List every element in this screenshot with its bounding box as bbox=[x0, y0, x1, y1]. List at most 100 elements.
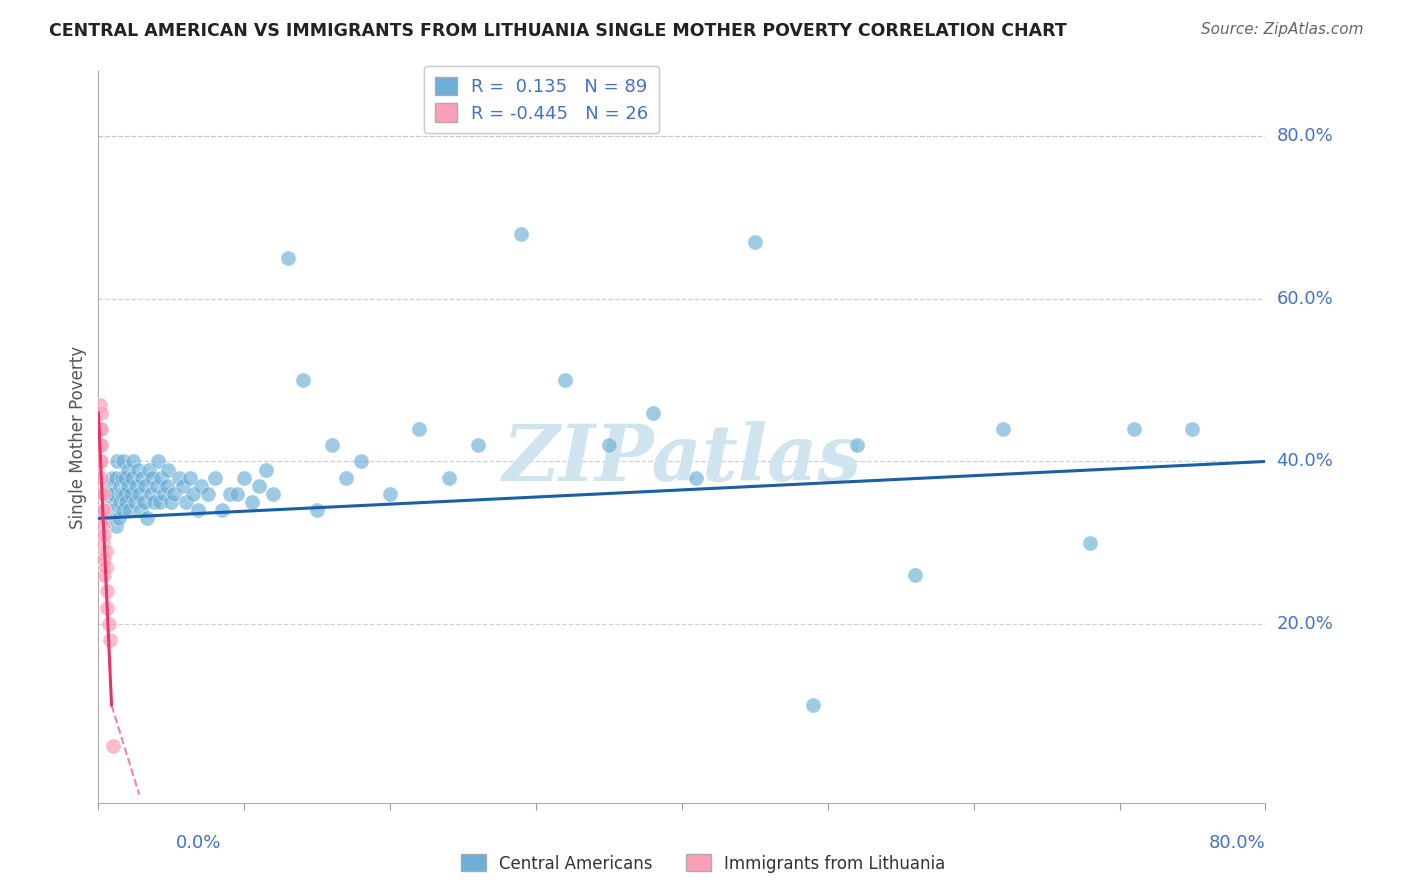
Point bbox=[132, 495, 155, 509]
Point bbox=[98, 633, 121, 648]
Point bbox=[350, 454, 373, 468]
Point bbox=[98, 495, 121, 509]
Point bbox=[100, 471, 122, 485]
Point bbox=[510, 227, 533, 241]
Point bbox=[254, 462, 277, 476]
Point bbox=[641, 406, 664, 420]
Point bbox=[148, 454, 170, 468]
Point bbox=[101, 487, 124, 501]
Point bbox=[197, 487, 219, 501]
Point bbox=[125, 479, 148, 493]
Point bbox=[307, 503, 329, 517]
Point bbox=[135, 511, 157, 525]
Legend: Central Americans, Immigrants from Lithuania: Central Americans, Immigrants from Lithu… bbox=[454, 847, 952, 880]
Point bbox=[146, 479, 169, 493]
Point bbox=[181, 487, 204, 501]
Point bbox=[120, 487, 142, 501]
Point bbox=[801, 698, 824, 713]
Point bbox=[128, 487, 150, 501]
Point bbox=[129, 503, 152, 517]
Text: 40.0%: 40.0% bbox=[1277, 452, 1333, 470]
Point bbox=[247, 479, 270, 493]
Point bbox=[554, 373, 576, 387]
Point bbox=[156, 479, 179, 493]
Point bbox=[240, 495, 263, 509]
Point bbox=[124, 495, 146, 509]
Text: 80.0%: 80.0% bbox=[1277, 128, 1333, 145]
Point bbox=[90, 438, 112, 452]
Point bbox=[153, 487, 176, 501]
Text: Source: ZipAtlas.com: Source: ZipAtlas.com bbox=[1201, 22, 1364, 37]
Point bbox=[90, 422, 112, 436]
Point bbox=[262, 487, 284, 501]
Point bbox=[110, 479, 132, 493]
Point bbox=[112, 454, 135, 468]
Point bbox=[94, 511, 117, 525]
Point bbox=[89, 454, 111, 468]
Point bbox=[190, 479, 212, 493]
Point bbox=[93, 503, 115, 517]
Text: ZIPatlas: ZIPatlas bbox=[502, 421, 862, 497]
Point bbox=[97, 617, 120, 632]
Point bbox=[89, 422, 111, 436]
Point bbox=[142, 495, 165, 509]
Point bbox=[408, 422, 430, 436]
Point bbox=[94, 560, 117, 574]
Point bbox=[117, 462, 139, 476]
Text: 0.0%: 0.0% bbox=[176, 834, 221, 852]
Text: CENTRAL AMERICAN VS IMMIGRANTS FROM LITHUANIA SINGLE MOTHER POVERTY CORRELATION : CENTRAL AMERICAN VS IMMIGRANTS FROM LITH… bbox=[49, 22, 1067, 40]
Point bbox=[380, 487, 402, 501]
Point bbox=[115, 495, 138, 509]
Point bbox=[91, 487, 114, 501]
Point bbox=[131, 471, 153, 485]
Point bbox=[108, 511, 131, 525]
Point bbox=[1080, 535, 1102, 549]
Point bbox=[187, 503, 209, 517]
Point bbox=[904, 568, 927, 582]
Point bbox=[90, 487, 112, 501]
Point bbox=[321, 438, 343, 452]
Point bbox=[101, 739, 124, 753]
Point bbox=[467, 438, 489, 452]
Point bbox=[94, 544, 117, 558]
Legend: R =  0.135   N = 89, R = -0.445   N = 26: R = 0.135 N = 89, R = -0.445 N = 26 bbox=[425, 66, 659, 133]
Point bbox=[111, 487, 134, 501]
Point bbox=[277, 252, 299, 266]
Point bbox=[89, 398, 111, 412]
Point bbox=[90, 406, 112, 420]
Point bbox=[96, 600, 118, 615]
Point bbox=[90, 454, 112, 468]
Point bbox=[141, 471, 163, 485]
Point bbox=[104, 519, 127, 533]
Point bbox=[121, 471, 143, 485]
Point bbox=[437, 471, 460, 485]
Point bbox=[218, 487, 240, 501]
Point bbox=[179, 471, 201, 485]
Point bbox=[160, 495, 183, 509]
Point bbox=[685, 471, 707, 485]
Point bbox=[167, 471, 190, 485]
Point bbox=[93, 552, 115, 566]
Y-axis label: Single Mother Poverty: Single Mother Poverty bbox=[69, 345, 87, 529]
Point bbox=[157, 462, 180, 476]
Point bbox=[93, 527, 115, 541]
Point bbox=[139, 487, 162, 501]
Point bbox=[211, 503, 233, 517]
Point bbox=[111, 471, 134, 485]
Text: 20.0%: 20.0% bbox=[1277, 615, 1333, 633]
Point bbox=[150, 471, 173, 485]
Point bbox=[1123, 422, 1146, 436]
Point bbox=[163, 487, 186, 501]
Point bbox=[991, 422, 1014, 436]
Point bbox=[335, 471, 357, 485]
Point bbox=[93, 568, 115, 582]
Point bbox=[91, 503, 114, 517]
Point bbox=[1181, 422, 1204, 436]
Point bbox=[172, 479, 194, 493]
Point bbox=[846, 438, 869, 452]
Text: 80.0%: 80.0% bbox=[1209, 834, 1265, 852]
Point bbox=[114, 471, 136, 485]
Point bbox=[134, 479, 156, 493]
Point bbox=[598, 438, 620, 452]
Point bbox=[91, 519, 114, 533]
